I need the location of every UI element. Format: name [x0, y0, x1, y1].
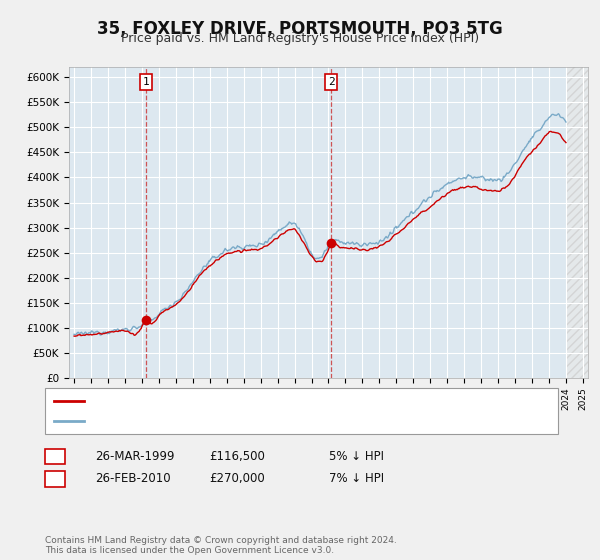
Text: 26-MAR-1999: 26-MAR-1999: [95, 450, 175, 463]
Text: 2: 2: [52, 472, 58, 486]
Text: 2: 2: [328, 77, 334, 87]
Text: £270,000: £270,000: [209, 472, 265, 486]
Text: Price paid vs. HM Land Registry's House Price Index (HPI): Price paid vs. HM Land Registry's House …: [121, 32, 479, 45]
Text: £116,500: £116,500: [209, 450, 265, 463]
Text: HPI: Average price, detached house, Portsmouth: HPI: Average price, detached house, Port…: [93, 416, 346, 426]
Text: Contains HM Land Registry data © Crown copyright and database right 2024.
This d: Contains HM Land Registry data © Crown c…: [45, 536, 397, 556]
Text: 35, FOXLEY DRIVE, PORTSMOUTH, PO3 5TG (detached house): 35, FOXLEY DRIVE, PORTSMOUTH, PO3 5TG (d…: [93, 396, 413, 406]
Text: 1: 1: [142, 77, 149, 87]
Text: 5% ↓ HPI: 5% ↓ HPI: [329, 450, 384, 463]
Text: 35, FOXLEY DRIVE, PORTSMOUTH, PO3 5TG: 35, FOXLEY DRIVE, PORTSMOUTH, PO3 5TG: [97, 20, 503, 38]
Text: 26-FEB-2010: 26-FEB-2010: [95, 472, 170, 486]
Text: 1: 1: [52, 450, 58, 463]
Text: 7% ↓ HPI: 7% ↓ HPI: [329, 472, 384, 486]
Bar: [566, 67, 588, 378]
